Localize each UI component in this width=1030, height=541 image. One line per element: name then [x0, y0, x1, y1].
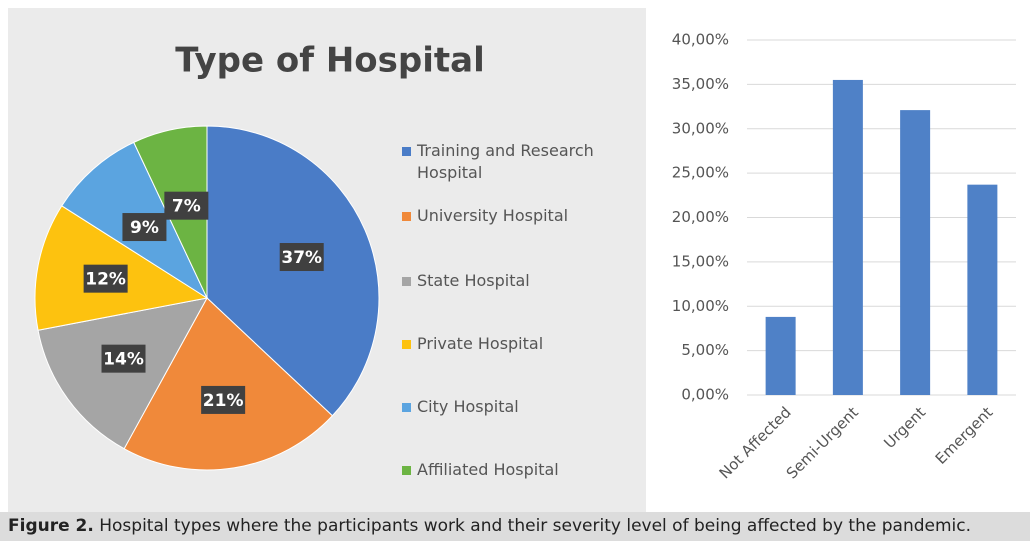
legend-item: City Hospital [402, 396, 612, 418]
legend-item: Private Hospital [402, 333, 612, 355]
bar [832, 79, 863, 395]
data-label: 7% [164, 191, 209, 220]
data-label: 21% [201, 385, 246, 414]
data-label-box [201, 385, 246, 414]
legend-label: State Hospital [417, 271, 530, 290]
y-tick-label: 40,00% [672, 31, 729, 49]
data-label-text: 12% [85, 270, 126, 290]
pie-slice [123, 297, 334, 471]
legend-swatch [402, 277, 411, 286]
chart: Type of Hospital 37% 21% 14% 12% 9% 7% 0,00% 5,… [8, 8, 1016, 512]
data-label-box [122, 213, 167, 242]
legend-item: University Hospital [402, 205, 612, 227]
legend-label: Training and Research Hospital [417, 141, 594, 182]
legend-label: Private Hospital [417, 334, 544, 353]
y-tick-label: 5,00% [681, 341, 729, 359]
data-label-box [279, 243, 324, 272]
data-label-text: 14% [103, 350, 144, 370]
legend-item: Affiliated Hospital [402, 459, 612, 481]
bar [900, 110, 931, 396]
data-label: 37% [279, 243, 324, 272]
data-label-box [164, 191, 209, 220]
y-tick-label: 0,00% [681, 386, 729, 404]
legend-swatch [402, 212, 411, 221]
data-label-box [83, 264, 128, 293]
y-tick-label: 20,00% [672, 208, 729, 226]
bar [967, 184, 998, 395]
legend-swatch [402, 403, 411, 412]
data-label-text: 7% [172, 197, 201, 217]
y-tick-label: 15,00% [672, 252, 729, 270]
caption: Figure 2. Hospital types where the parti… [0, 512, 1030, 541]
data-label-text: 37% [281, 248, 322, 268]
caption-label: Figure 2. [8, 516, 94, 536]
legend-label: Affiliated Hospital [417, 460, 559, 479]
data-label-box [101, 344, 146, 373]
legend-swatch [402, 340, 411, 349]
data-label: 12% [83, 264, 128, 293]
data-label-text: 9% [130, 218, 159, 238]
legend-label: University Hospital [417, 206, 569, 225]
legend-item: Training and Research Hospital [402, 140, 612, 184]
legend-swatch [402, 466, 411, 475]
y-tick-label: 35,00% [672, 75, 729, 93]
legend-item: State Hospital [402, 270, 612, 292]
data-label: 14% [101, 344, 146, 373]
pie-slice [37, 297, 208, 450]
y-tick-label: 10,00% [672, 297, 729, 315]
y-tick-label: 30,00% [672, 119, 729, 137]
data-label: 9% [122, 213, 167, 242]
y-tick-label: 25,00% [672, 164, 729, 182]
caption-text: Hospital types where the participants wo… [99, 516, 971, 536]
data-label-text: 21% [203, 391, 244, 411]
chart-title: Type of Hospital [175, 41, 484, 81]
legend-label: City Hospital [417, 397, 519, 416]
legend-swatch [402, 147, 411, 156]
bar [765, 316, 796, 395]
